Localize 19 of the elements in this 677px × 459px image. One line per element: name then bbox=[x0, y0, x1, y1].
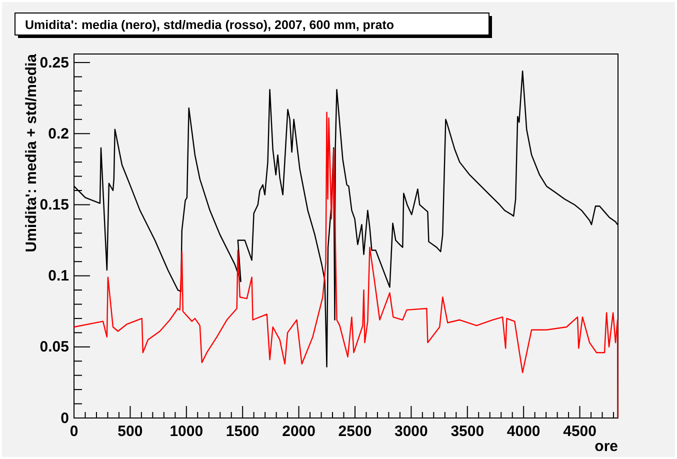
x-tick-label: 500 bbox=[118, 423, 143, 440]
y-tick-label: 0.15 bbox=[40, 196, 69, 214]
x-tick-label: 4500 bbox=[563, 423, 596, 440]
x-tick-label: 3500 bbox=[450, 423, 484, 440]
y-tick-label: 0 bbox=[60, 410, 69, 427]
line-series bbox=[73, 112, 618, 419]
y-tick-label: 0.05 bbox=[40, 338, 69, 356]
y-axis-title: Umidita': media + std/media bbox=[23, 53, 40, 252]
x-tick-label: 3000 bbox=[394, 423, 428, 440]
chart-title: Umidita': media (nero), std/media (rosso), 2007, 600 mm, prato bbox=[25, 18, 394, 32]
y-tick-label: 0.25 bbox=[40, 54, 69, 72]
x-tick-label: 2500 bbox=[338, 423, 372, 440]
x-tick-label: 2000 bbox=[282, 423, 316, 440]
x-tick-label: 1500 bbox=[226, 423, 260, 440]
x-axis-title: ore bbox=[594, 438, 618, 455]
y-tick-label: 0.1 bbox=[48, 268, 69, 285]
x-tick-label: 4000 bbox=[506, 423, 540, 440]
y-tick-label: 0.2 bbox=[48, 125, 69, 142]
x-tick-label: 1000 bbox=[170, 423, 204, 440]
